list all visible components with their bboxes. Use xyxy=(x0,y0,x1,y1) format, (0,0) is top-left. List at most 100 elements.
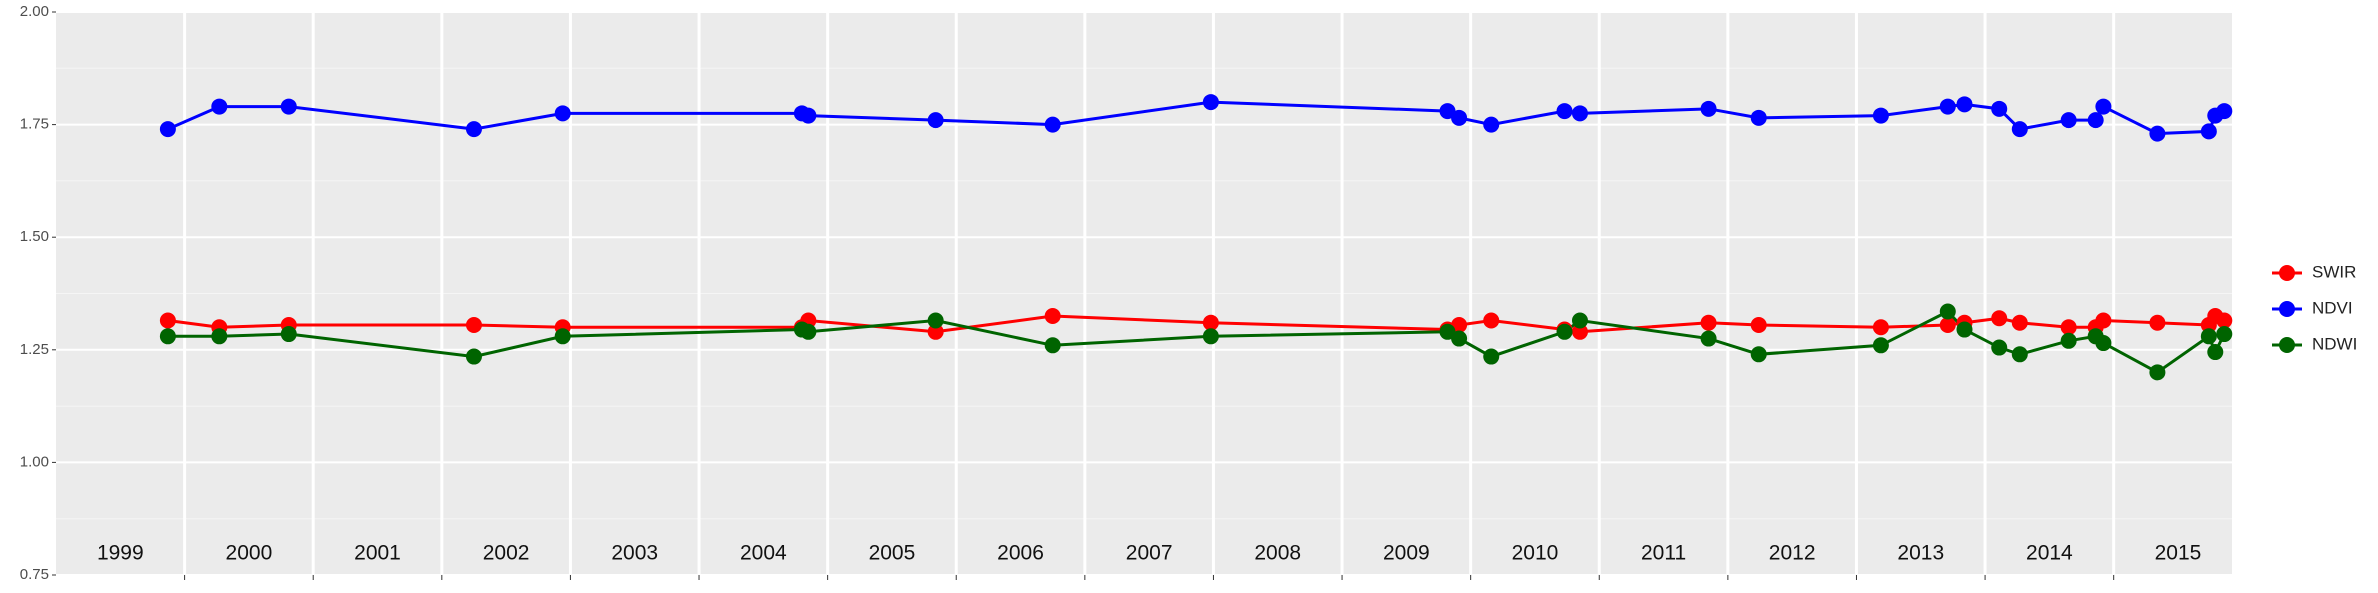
data-point xyxy=(1956,96,1973,113)
data-point xyxy=(211,98,228,115)
y-tick-label: 1.75 xyxy=(20,116,49,133)
data-point xyxy=(1483,348,1500,365)
data-point xyxy=(1202,314,1219,331)
y-tick-label: 1.00 xyxy=(20,453,49,470)
data-point xyxy=(1700,330,1717,347)
data-point xyxy=(1571,323,1588,340)
data-point xyxy=(465,348,482,365)
data-point xyxy=(2216,312,2233,329)
legend-label: SWIR xyxy=(2312,262,2356,281)
data-point xyxy=(2200,123,2217,140)
data-point xyxy=(2011,121,2028,138)
data-point xyxy=(800,323,817,340)
data-point xyxy=(159,121,176,138)
year-label: 2001 xyxy=(354,542,401,565)
year-label: 2006 xyxy=(997,542,1044,565)
legend-key-point xyxy=(2279,265,2295,281)
data-point xyxy=(1556,323,1573,340)
data-point xyxy=(1483,312,1500,329)
y-tick-label: 1.25 xyxy=(20,341,49,358)
data-point xyxy=(2216,326,2233,343)
data-point xyxy=(280,98,297,115)
legend-key-point xyxy=(2279,337,2295,353)
data-point xyxy=(1451,317,1468,334)
legend-label: NDVI xyxy=(2312,298,2353,317)
year-label: 2008 xyxy=(1254,542,1301,565)
data-point xyxy=(2149,125,2166,142)
data-point xyxy=(280,326,297,343)
data-point xyxy=(2060,332,2077,349)
data-point xyxy=(2087,112,2104,129)
data-point xyxy=(1439,103,1456,120)
data-point xyxy=(1750,346,1767,363)
data-point xyxy=(927,323,944,340)
data-point xyxy=(2095,312,2112,329)
data-point xyxy=(1451,109,1468,126)
data-point xyxy=(1872,107,1889,124)
year-label: 2004 xyxy=(740,542,787,565)
data-point xyxy=(1750,109,1767,126)
data-point xyxy=(554,328,571,345)
year-label: 2000 xyxy=(226,542,273,565)
y-tick-label: 0.75 xyxy=(20,566,49,583)
legend: SWIR NDVI NDWI xyxy=(2272,262,2357,353)
data-point xyxy=(2149,364,2166,381)
y-tick-label: 1.50 xyxy=(20,228,49,245)
data-point xyxy=(1872,337,1889,354)
year-label: 2015 xyxy=(2155,542,2202,565)
data-point xyxy=(2011,346,2028,363)
data-point xyxy=(1571,105,1588,122)
data-point xyxy=(2149,314,2166,331)
year-label: 2013 xyxy=(1897,542,1944,565)
data-point xyxy=(1750,317,1767,334)
data-point xyxy=(2095,335,2112,352)
data-point xyxy=(2216,103,2233,120)
data-point xyxy=(1939,317,1956,334)
data-point xyxy=(2011,314,2028,331)
data-point xyxy=(211,328,228,345)
year-label: 2011 xyxy=(1641,542,1686,565)
year-label: 2010 xyxy=(1512,542,1559,565)
data-point xyxy=(927,112,944,129)
year-label: 2005 xyxy=(869,542,916,565)
year-label: 2002 xyxy=(483,542,530,565)
data-point xyxy=(2207,344,2224,361)
data-point xyxy=(1939,303,1956,320)
data-point xyxy=(1044,308,1061,325)
data-point xyxy=(1571,312,1588,329)
data-point xyxy=(1202,328,1219,345)
y-tick-label: 2.00 xyxy=(20,3,49,20)
data-point xyxy=(159,312,176,329)
data-point xyxy=(1956,321,1973,338)
data-point xyxy=(1700,314,1717,331)
legend-label: NDWI xyxy=(2312,334,2357,353)
data-point xyxy=(1991,310,2008,327)
data-point xyxy=(1483,116,1500,133)
data-point xyxy=(927,312,944,329)
data-point xyxy=(1044,116,1061,133)
data-point xyxy=(1991,100,2008,117)
data-point xyxy=(1044,337,1061,354)
data-point xyxy=(1556,103,1573,120)
data-point xyxy=(159,328,176,345)
data-point xyxy=(554,105,571,122)
legend-key-point xyxy=(2279,301,2295,317)
year-label: 2007 xyxy=(1126,542,1173,565)
data-point xyxy=(2060,319,2077,336)
data-point xyxy=(1700,100,1717,117)
data-point xyxy=(465,317,482,334)
data-point xyxy=(2095,98,2112,115)
data-point xyxy=(1439,323,1456,340)
data-point xyxy=(800,107,817,124)
year-label: 1999 xyxy=(97,542,144,565)
data-point xyxy=(465,121,482,138)
year-label: 2009 xyxy=(1383,542,1430,565)
data-point xyxy=(2200,328,2217,345)
year-label: 2014 xyxy=(2026,542,2073,565)
data-point xyxy=(1991,339,2008,356)
data-point xyxy=(1939,98,1956,115)
data-point xyxy=(1202,94,1219,111)
year-label: 2012 xyxy=(1769,542,1816,565)
data-point xyxy=(1451,330,1468,347)
